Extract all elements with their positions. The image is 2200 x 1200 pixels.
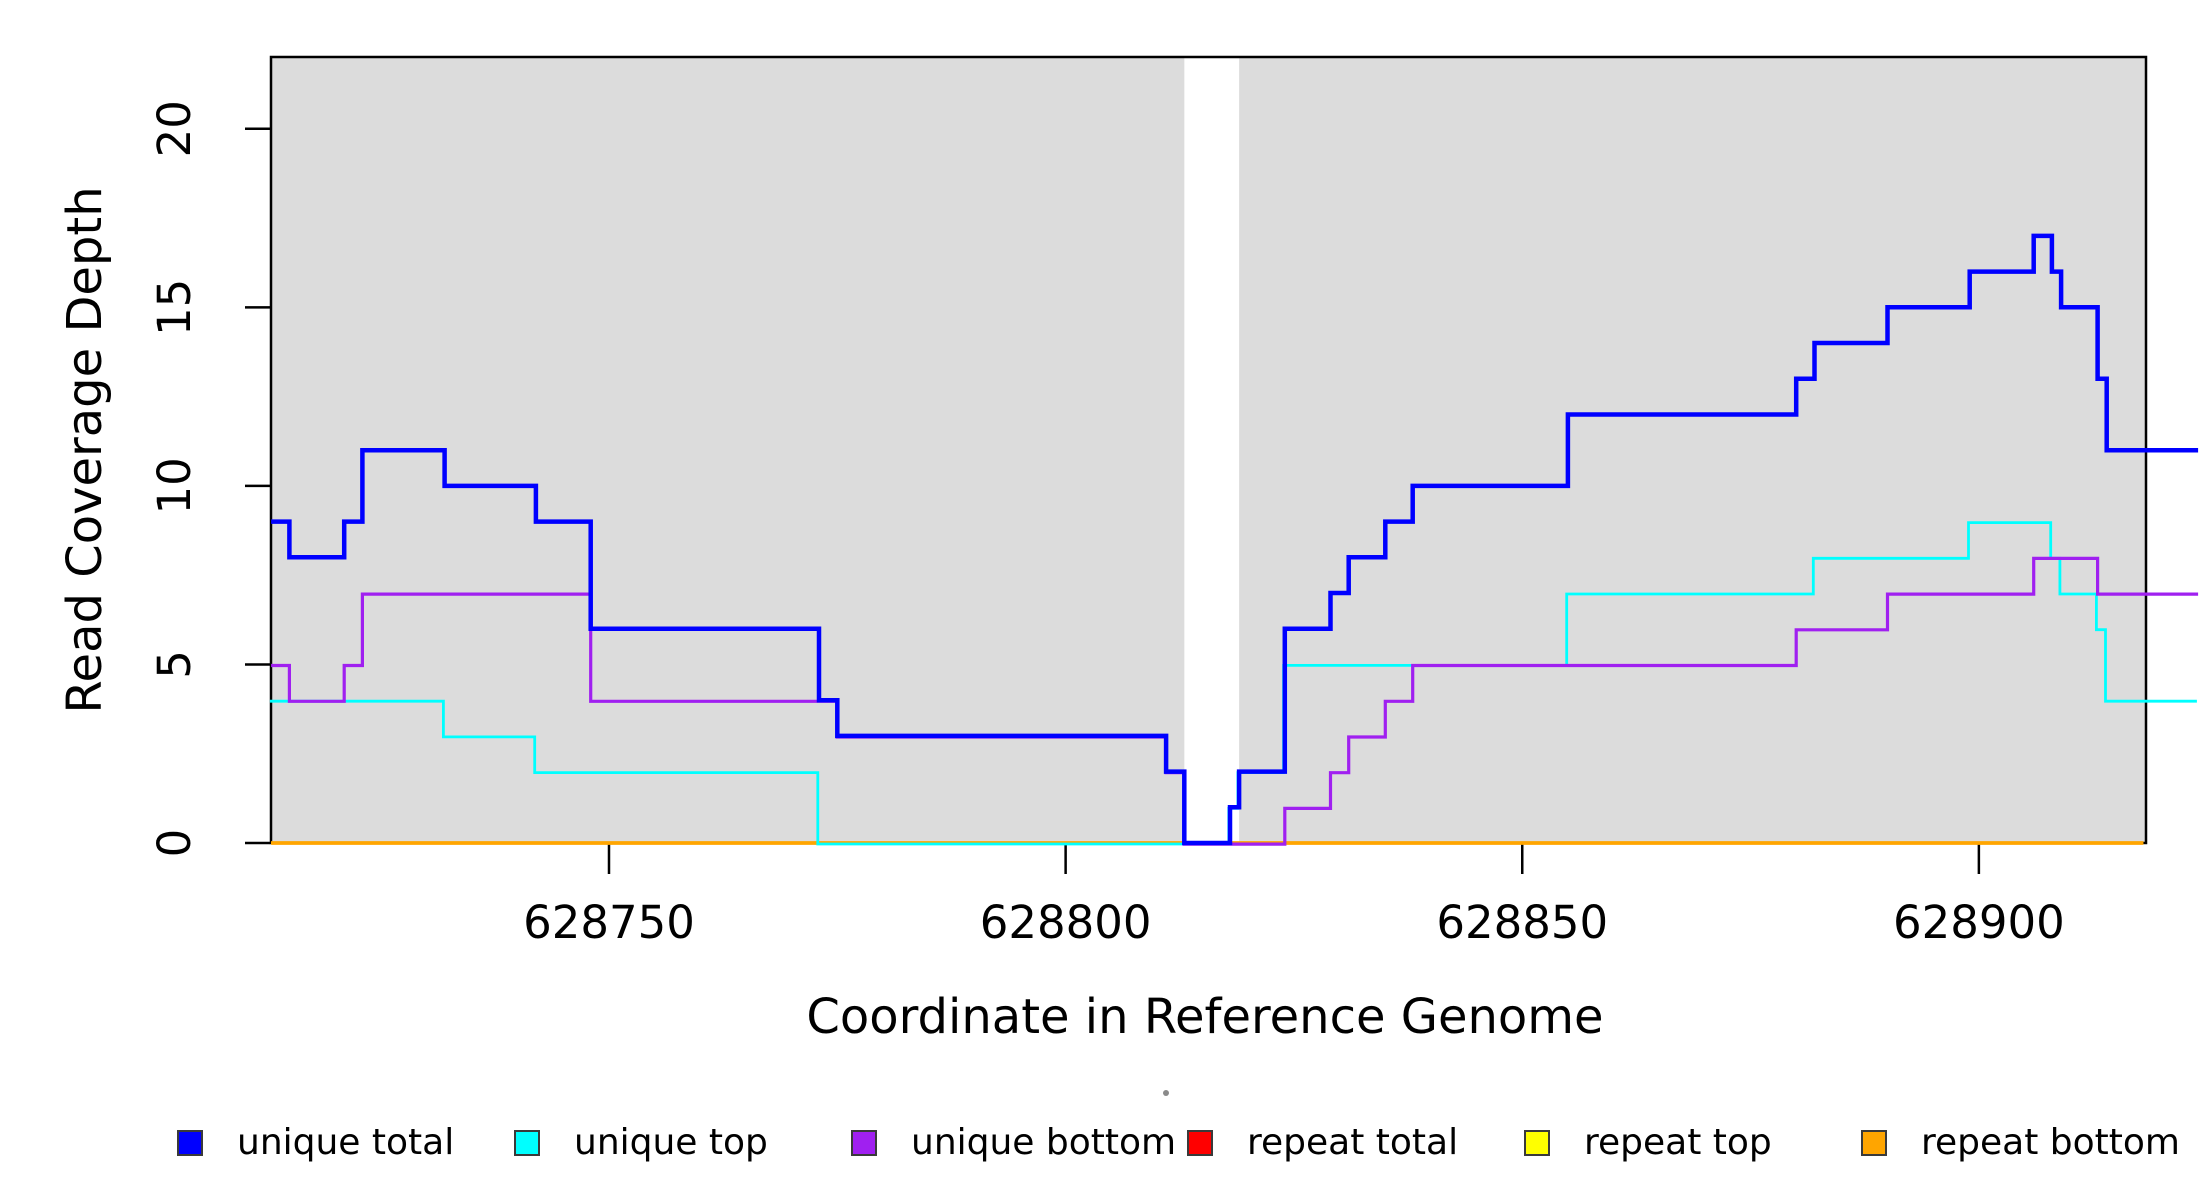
y-tick-label: 15 [148, 279, 201, 336]
x-tick-label: 628900 [1893, 896, 2065, 949]
series-unique-top [269, 521, 2197, 846]
y-axis-title: Read Coverage Depth [57, 186, 113, 714]
chart-legend: unique total unique top unique bottom repea… [0, 1122, 2200, 1163]
series-unique-total [271, 233, 2199, 846]
legend-item-repeat-total: repeat total [1187, 1122, 1458, 1163]
series-unique-bottom [271, 556, 2199, 846]
legend-swatch-unique-bottom [851, 1129, 877, 1156]
x-axis-title: Coordinate in Reference Genome [806, 989, 1604, 1045]
y-tick-label: 0 [148, 829, 201, 858]
x-tick-label: 628850 [1436, 896, 1608, 949]
legend-swatch-unique-total [177, 1129, 203, 1156]
legend-label: unique total [237, 1122, 455, 1163]
x-tick-label: 628750 [523, 896, 695, 949]
legend-item-repeat-top: repeat top [1524, 1122, 1772, 1163]
legend-label: repeat total [1247, 1122, 1459, 1163]
x-tick-label: 628800 [980, 896, 1152, 949]
legend-swatch-repeat-total [1187, 1129, 1213, 1156]
legend-item-unique-top: unique top [514, 1122, 768, 1163]
legend-swatch-repeat-bottom [1861, 1129, 1887, 1156]
legend-label: unique top [574, 1122, 768, 1163]
stray-dot-artifact [1163, 1090, 1169, 1096]
y-tick-label: 20 [148, 100, 201, 157]
legend-item-unique-bottom: unique bottom [851, 1122, 1176, 1163]
y-tick-label: 10 [148, 457, 201, 514]
legend-swatch-repeat-top [1524, 1129, 1550, 1156]
legend-swatch-unique-top [514, 1129, 540, 1156]
legend-item-repeat-bottom: repeat bottom [1861, 1122, 2180, 1163]
legend-label: unique bottom [911, 1122, 1177, 1163]
plot-background-right [1239, 57, 2146, 843]
legend-label: repeat bottom [1921, 1122, 2180, 1163]
legend-item-unique-total: unique total [177, 1122, 454, 1163]
legend-label: repeat top [1584, 1122, 1772, 1163]
y-tick-label: 5 [148, 650, 201, 679]
